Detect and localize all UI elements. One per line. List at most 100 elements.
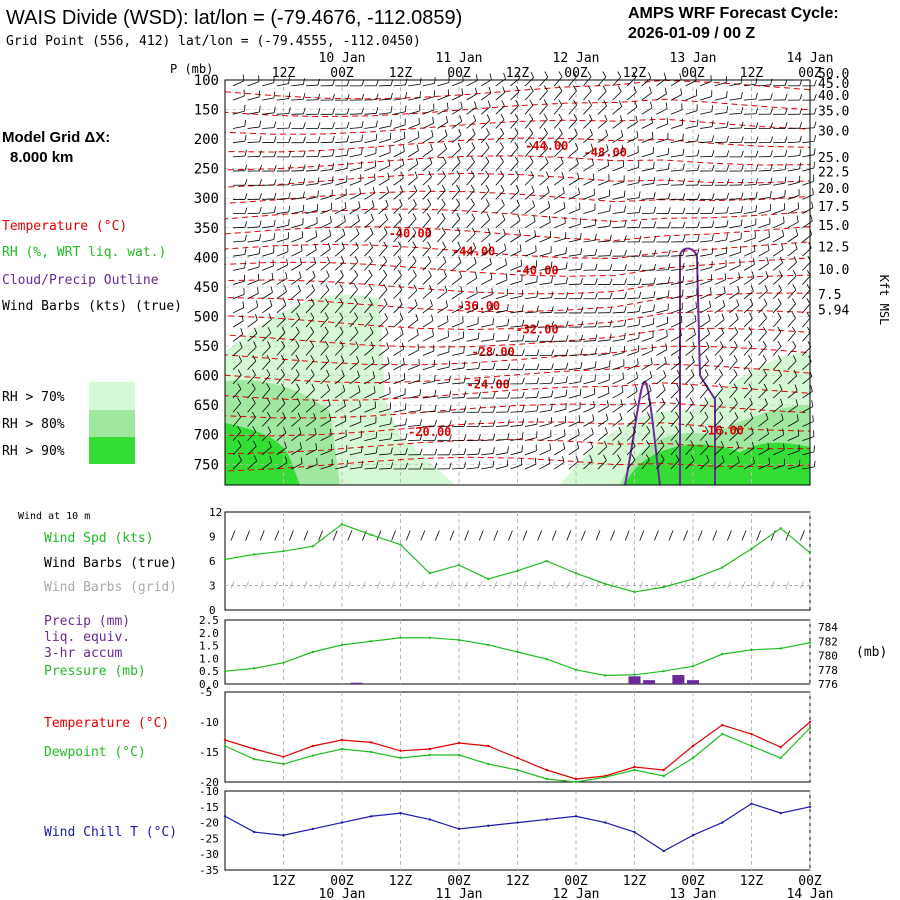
wind-barb-flag: [694, 314, 697, 322]
wind-barb-staff: [466, 308, 478, 314]
wind-barb: [700, 120, 714, 129]
wind-barb-flag: [779, 384, 783, 391]
wind-barb: [597, 413, 609, 427]
wind-barb-flag: [796, 414, 799, 421]
wind-barb-grid: [362, 581, 366, 589]
wind-barb: [612, 85, 622, 101]
wind-barb-flag: [751, 271, 755, 278]
wind-barb-staff: [656, 417, 665, 427]
wind-barb-flag: [356, 355, 360, 363]
wind-barb: [408, 117, 420, 129]
wind-barb-staff: [627, 351, 639, 356]
wind-barb-flag: [536, 431, 538, 438]
wind-barb-staff: [305, 449, 317, 456]
wind-barb-flag: [562, 456, 565, 463]
wind-barb-flag: [624, 319, 627, 326]
wind-barb-staff: [495, 175, 504, 186]
wind-barb-staff: [437, 306, 448, 314]
wind-barb-staff: [524, 133, 534, 143]
wind-barb-flag: [492, 333, 495, 340]
wind-barb: [714, 192, 730, 200]
wind-barb-staff: [378, 152, 391, 158]
wind-barb-flag: [595, 320, 598, 327]
wind-barb-staff: [524, 251, 537, 257]
wind-barb-staff: [773, 84, 786, 87]
wind-barb: [656, 235, 671, 243]
wind-barb-flag: [607, 386, 610, 394]
wind-barb-flag: [624, 220, 627, 227]
wind-barb: [656, 303, 669, 314]
wind-barb-flag: [477, 317, 479, 324]
wind-barb-staff: [334, 248, 345, 257]
wind-barb-flag: [609, 320, 612, 327]
wind-barb: [291, 457, 303, 470]
wind-barb: [597, 386, 610, 399]
wind-barb-staff: [656, 93, 667, 101]
wind-barb: [554, 349, 569, 356]
wind-barb-flag: [577, 172, 580, 179]
wind-barb-staff: [495, 161, 504, 172]
wind-barb-flag: [695, 89, 698, 96]
wind-barb-staff: [656, 349, 668, 356]
wind-barb-flag: [704, 383, 709, 390]
wind-barb: [422, 130, 434, 144]
wind-barb-staff: [510, 438, 523, 442]
wind-barb-staff: [276, 277, 288, 285]
wind-barb-staff: [291, 418, 301, 427]
wind-barb: [612, 160, 625, 172]
wind-barb: [597, 71, 607, 87]
wind-barb: [422, 434, 438, 442]
wind-barb: [554, 306, 569, 314]
wind-barb-staff: [378, 125, 391, 129]
wind-barb-flag: [711, 274, 712, 281]
wind-barb: [393, 213, 403, 229]
wind-barb-flag: [383, 227, 388, 234]
wind-barb-staff: [407, 232, 417, 243]
wind-barb-staff: [758, 403, 768, 413]
wind-barb: [451, 316, 464, 328]
wind-barb-flag: [733, 369, 738, 375]
wind-barb: [262, 121, 277, 129]
wind-barb-staff: [802, 436, 814, 442]
wind-barb-staff: [772, 375, 782, 385]
wind-barb-staff: [422, 261, 432, 271]
wind-barb-flag: [653, 304, 655, 311]
wind-barb-flag: [631, 454, 636, 461]
wind-barb: [291, 312, 300, 328]
wind-barb-flag: [766, 427, 769, 435]
wind-barb: [656, 102, 668, 115]
wind-barb-flag: [251, 369, 256, 376]
wind-barb: [291, 244, 303, 257]
wind-barb-flag: [748, 326, 753, 333]
wind-barb-staff: [583, 149, 594, 158]
wind-barb-flag: [624, 332, 626, 340]
wind-barb: [305, 298, 315, 314]
wind-barb-flag: [549, 231, 552, 238]
wind-barb-flag: [487, 228, 491, 235]
wind-barb: [553, 456, 565, 470]
wind-barb: [612, 130, 624, 144]
wind-speed-line-point-19: [779, 527, 782, 530]
wind-barb-true: [493, 530, 499, 541]
wind-barb: [743, 205, 758, 215]
wind-barb: [437, 156, 447, 172]
wind-barb-flag: [360, 161, 362, 168]
wind-barb: [349, 148, 363, 158]
wind-barb: [334, 284, 344, 300]
wind-barb-flag: [632, 71, 637, 78]
wind-barb-flag: [565, 335, 569, 342]
wind-barb-flag: [574, 128, 578, 135]
wind-barb-staff: [656, 269, 669, 271]
wind-barb-flag: [259, 206, 262, 214]
cross-section-panel: 1001502002503003504004505005506006507007…: [194, 67, 849, 486]
wind-barb-grid: [537, 581, 541, 589]
wind-barb-flag: [284, 285, 287, 292]
wind-barb: [437, 170, 446, 186]
wind-barb-flag: [665, 343, 668, 350]
wind-barb-staff: [700, 141, 713, 144]
wind-barb-flag: [550, 430, 552, 437]
wind-barb-flag: [682, 207, 686, 214]
wind-barb-flag: [792, 284, 797, 291]
wind-barb-flag: [550, 246, 552, 253]
wind-barb-flag: [748, 340, 753, 347]
